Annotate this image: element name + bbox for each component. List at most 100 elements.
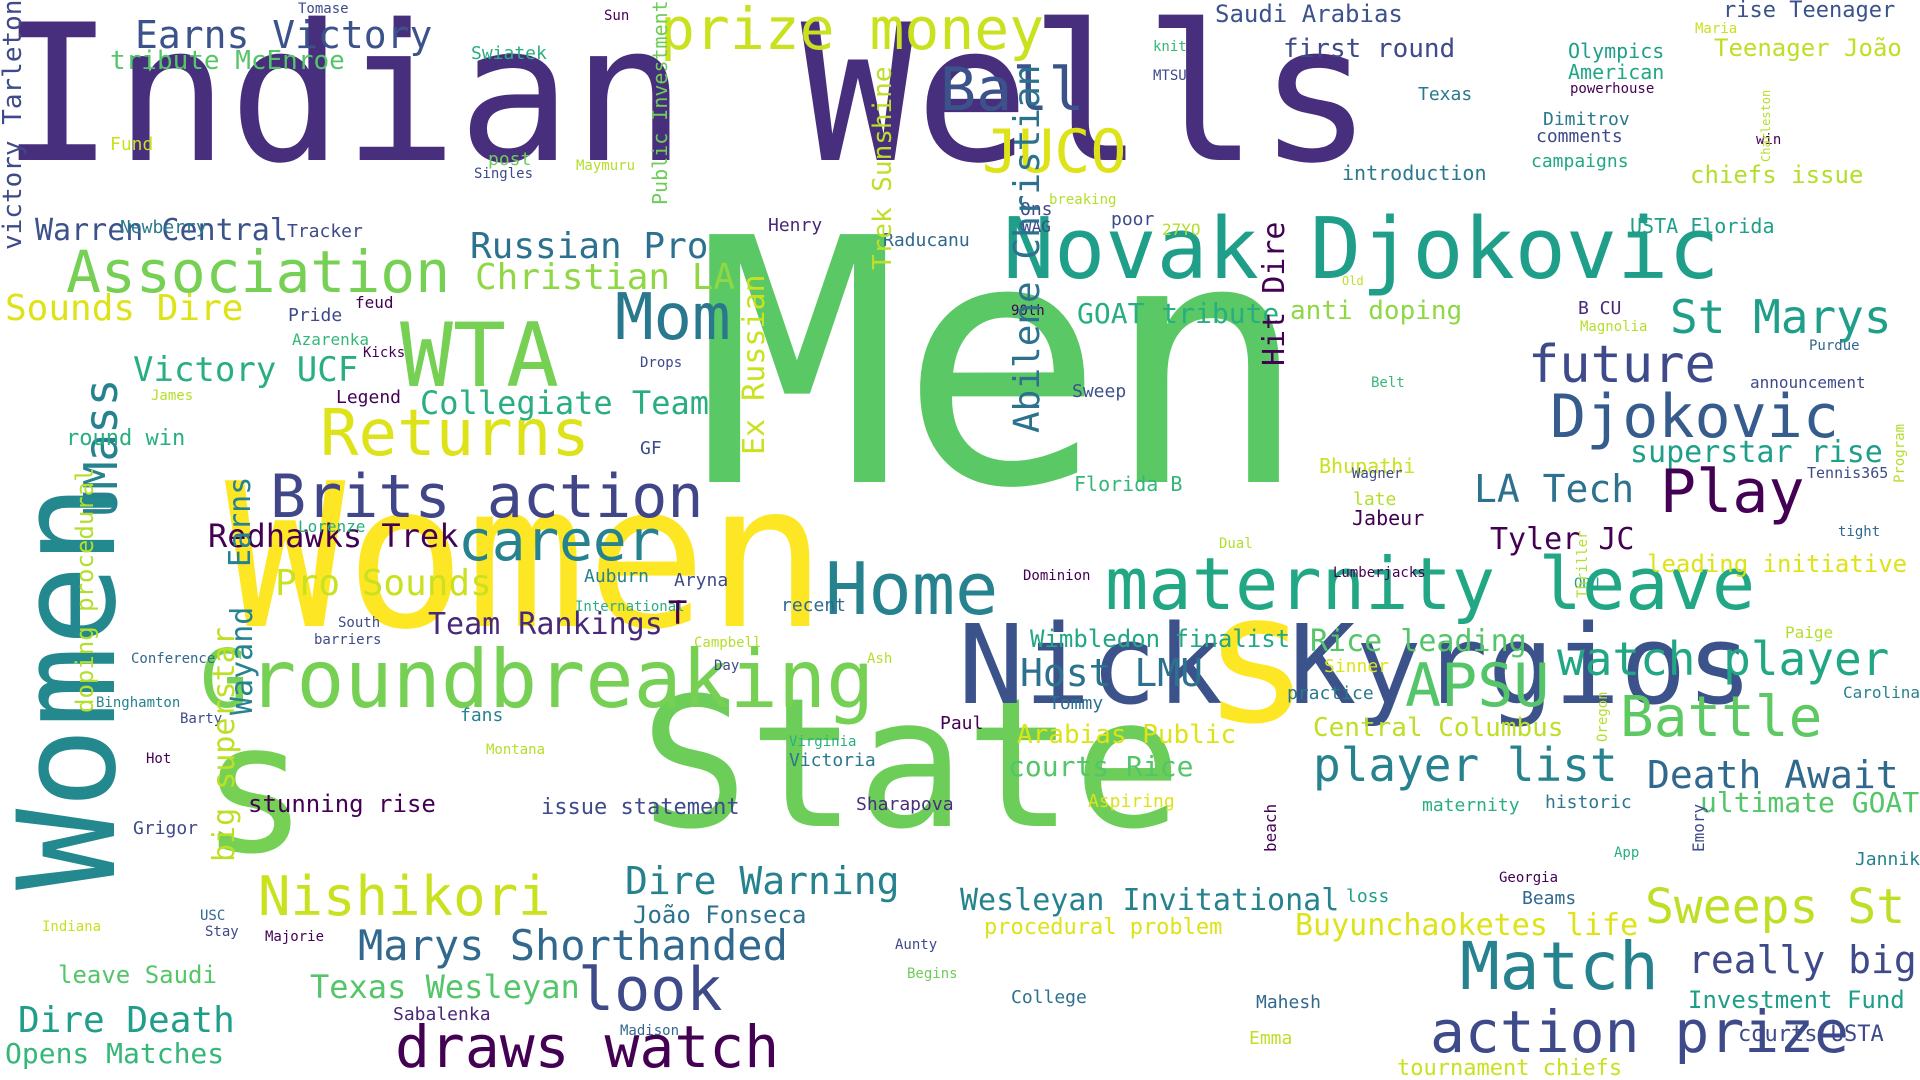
cloud-word: Dominion: [1023, 568, 1091, 584]
cloud-word: Lorenze: [298, 517, 366, 536]
cloud-word: Majorie: [265, 929, 325, 945]
cloud-word: Belt: [1371, 375, 1405, 391]
cloud-word: Magnolia: [1580, 319, 1648, 335]
cloud-word: Abilene Christian: [1007, 64, 1048, 433]
cloud-word: Ash: [867, 651, 893, 667]
cloud-word: Sweeps St: [1645, 879, 1906, 935]
cloud-word: Oregon: [1595, 691, 1611, 742]
cloud-word: Azarenka: [292, 330, 370, 349]
cloud-word: Aunty: [895, 937, 938, 953]
cloud-word: late: [1353, 489, 1397, 510]
cloud-word: loss: [1346, 886, 1390, 907]
cloud-word: Ons: [1020, 199, 1053, 220]
cloud-word: Maymuru: [576, 158, 636, 174]
cloud-word: Men: [695, 167, 1310, 563]
cloud-word: Dual: [1219, 536, 1253, 552]
cloud-word: Dire Warning: [625, 859, 900, 903]
cloud-word: big superstar: [207, 627, 242, 862]
cloud-word: Carolina: [1842, 683, 1920, 702]
cloud-word: Emory: [1689, 803, 1708, 852]
cloud-word: Saudi Arabias: [1215, 0, 1403, 28]
cloud-word: JUCO: [982, 117, 1127, 187]
cloud-word: Wesleyan Invitational: [960, 883, 1340, 918]
cloud-word: Program: [1892, 423, 1908, 483]
cloud-word: South: [338, 615, 381, 631]
cloud-word: Florida B: [1074, 472, 1183, 496]
cloud-word: Nick Kyrgios: [958, 601, 1753, 729]
cloud-word: watch player: [1557, 632, 1890, 686]
cloud-word: Dimitrov: [1543, 109, 1630, 130]
cloud-word: Pride: [288, 305, 343, 326]
cloud-word: practice: [1287, 683, 1374, 704]
cloud-word: Marys Shorthanded: [358, 921, 788, 970]
cloud-word: maternity leave: [1105, 542, 1756, 626]
cloud-word: Raducanu: [883, 230, 970, 251]
cloud-word: superstar rise: [1630, 435, 1883, 470]
cloud-word: MTSU: [1153, 68, 1187, 84]
cloud-word: Novak Djokovic: [1003, 200, 1720, 299]
cloud-word: Begins: [907, 966, 958, 982]
cloud-word: tournament chiefs: [1397, 1056, 1623, 1080]
cloud-word: Rice leading: [1310, 624, 1527, 659]
cloud-word: João Fonseca: [633, 901, 807, 929]
cloud-word: College: [1011, 987, 1087, 1008]
cloud-word: Aspiring: [1088, 791, 1175, 812]
cloud-word: Legend: [336, 387, 402, 408]
cloud-word: Earns: [223, 476, 258, 567]
cloud-word: Ball: [940, 55, 1085, 125]
cloud-word: Groundbreaking: [200, 633, 875, 726]
cloud-word: recent: [781, 595, 847, 616]
cloud-word: Returns: [320, 397, 590, 471]
cloud-word: Olympics: [1568, 39, 1665, 63]
cloud-word: Sinner: [1324, 656, 1390, 677]
cloud-word: barriers: [314, 632, 382, 648]
cloud-word: Henry: [768, 215, 823, 236]
cloud-word: fans: [460, 705, 504, 726]
cloud-word: maternity: [1422, 795, 1520, 816]
cloud-word: player list: [1313, 738, 1618, 792]
cloud-word: courts USTA: [1738, 1022, 1884, 1047]
cloud-word: Mom: [615, 281, 731, 355]
cloud-word: Djokovic: [1550, 382, 1839, 452]
cloud-word: Brits action: [270, 462, 704, 532]
cloud-word: Conference: [131, 651, 216, 667]
cloud-word: Day: [714, 658, 740, 674]
cloud-word: GF: [640, 438, 662, 459]
cloud-word: Christian LA: [475, 257, 736, 298]
cloud-word: Paige: [1785, 623, 1834, 642]
cloud-word: leave Saudi: [58, 961, 217, 989]
cloud-word: Wimbledon finalist: [1030, 625, 1291, 653]
cloud-word: procedural problem: [984, 915, 1223, 940]
cloud-word: International: [575, 599, 685, 615]
cloud-word: Swiatek: [471, 43, 547, 64]
cloud-word: Match: [1460, 928, 1659, 1005]
cloud-word: Nishikori: [258, 865, 551, 928]
cloud-word: Sabalenka: [393, 1004, 491, 1025]
cloud-word: Sounds Dire: [5, 288, 244, 329]
cloud-word: Emma: [1249, 1028, 1293, 1049]
cloud-word: Play: [1660, 457, 1805, 527]
cloud-word: Aryna: [674, 570, 729, 591]
cloud-word: Singles: [474, 166, 534, 182]
cloud-word: Texas: [1418, 84, 1473, 105]
cloud-word: ultimate GOAT: [1700, 786, 1920, 819]
cloud-word: look: [578, 955, 723, 1025]
cloud-word: beach: [1261, 803, 1280, 852]
cloud-word: knit: [1153, 39, 1187, 55]
cloud-word: introduction: [1342, 161, 1487, 185]
cloud-word: future: [1528, 335, 1716, 395]
cloud-word: Opens Matches: [5, 1037, 225, 1070]
cloud-word: American: [1568, 60, 1665, 84]
cloud-word: poor: [1111, 209, 1155, 230]
cloud-word: St Marys: [1670, 290, 1892, 344]
cloud-word: Kicks: [363, 345, 406, 361]
cloud-word: powerhouse: [1570, 81, 1655, 97]
cloud-word: issue statement: [541, 795, 740, 820]
cloud-word: Jabeur: [1352, 506, 1425, 530]
cloud-word: Victory UCF: [133, 350, 359, 390]
cloud-word: action prize: [1430, 998, 1850, 1066]
cloud-word: stunning rise: [248, 790, 436, 818]
cloud-word: career: [458, 509, 661, 574]
cloud-word: historic: [1545, 792, 1632, 813]
